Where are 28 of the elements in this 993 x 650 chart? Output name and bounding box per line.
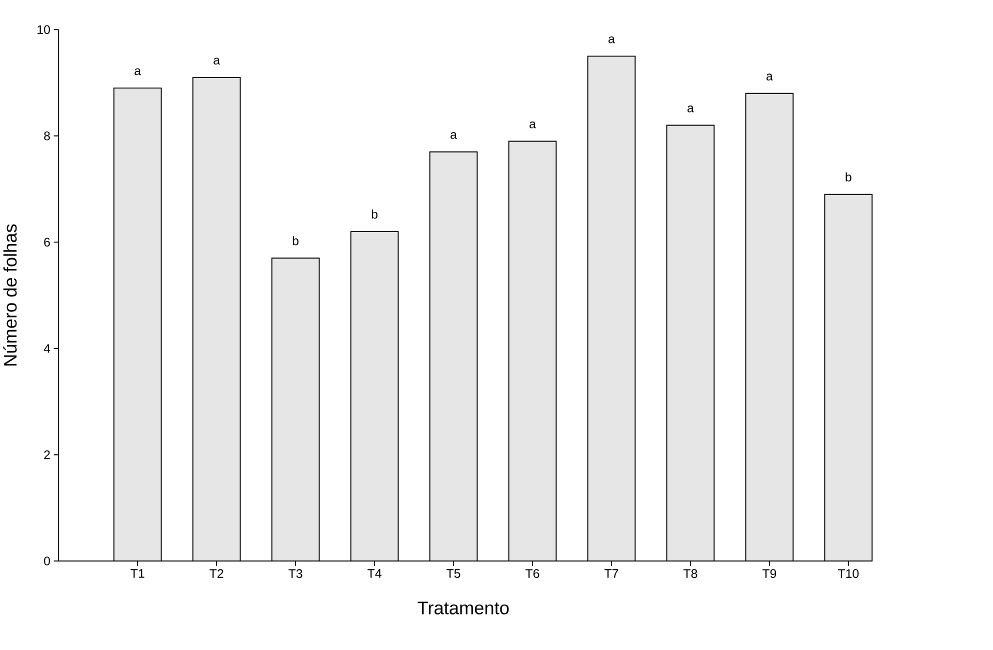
- x-tick-label: T9: [762, 569, 776, 578]
- annotation: a: [766, 74, 773, 80]
- x-tick-label: T6: [526, 569, 540, 578]
- y-tick-label: 4: [44, 344, 50, 353]
- annotation: a: [608, 36, 615, 44]
- x-tick-label: T10: [838, 569, 859, 578]
- x-tick-label: T2: [210, 569, 224, 578]
- x-axis-title: Tratamento: [418, 602, 509, 614]
- x-tick-label: T4: [368, 569, 382, 578]
- x-tick-label: T1: [130, 569, 144, 578]
- x-tick-label: T5: [446, 569, 460, 578]
- y-tick-label: 0: [44, 556, 50, 566]
- annotation: b: [372, 210, 378, 219]
- x-tick-label: T3: [288, 569, 302, 578]
- x-tick-label: T8: [683, 569, 698, 578]
- annotation: a: [450, 132, 457, 139]
- x-tick-label: T7: [604, 569, 618, 578]
- annotation: b: [846, 172, 852, 182]
- annotation: a: [530, 122, 536, 128]
- annotation: a: [688, 106, 694, 112]
- y-tick-label: 8: [44, 132, 50, 140]
- annotation: b: [292, 236, 298, 246]
- annotation: a: [134, 68, 142, 76]
- annotation: a: [214, 58, 220, 65]
- y-axis-title: Número de folhas: [3, 224, 17, 366]
- y-tick-label: 2: [44, 450, 50, 460]
- y-tick-label: 6: [44, 238, 50, 247]
- y-tick-label: 10: [38, 25, 50, 34]
